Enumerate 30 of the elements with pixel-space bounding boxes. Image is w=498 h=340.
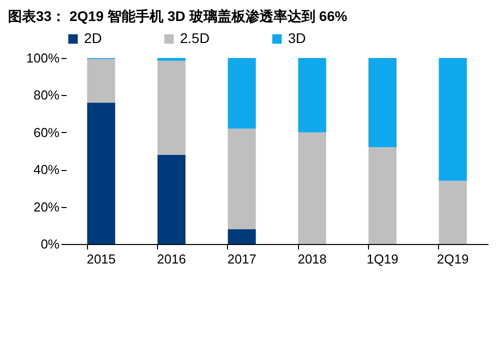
x-tick-label: 2015 bbox=[86, 252, 116, 266]
legend-label: 3D bbox=[288, 30, 306, 46]
legend-label: 2.5D bbox=[180, 30, 210, 46]
bar bbox=[368, 58, 396, 148]
y-tick-label: 0% bbox=[40, 236, 60, 252]
bar bbox=[158, 58, 186, 61]
legend-label: 2D bbox=[84, 30, 102, 46]
y-tick-label: 20% bbox=[33, 199, 60, 214]
bar bbox=[87, 58, 116, 103]
y-tick-label: 60% bbox=[33, 124, 60, 140]
y-tick-label: 80% bbox=[33, 88, 60, 103]
bar bbox=[158, 154, 186, 244]
y-tick-label: 100% bbox=[26, 50, 60, 66]
bar bbox=[228, 58, 256, 129]
bar bbox=[368, 147, 396, 244]
x-tick-label: 2017 bbox=[227, 252, 256, 266]
x-tick-label: 1Q19 bbox=[366, 252, 398, 266]
bar bbox=[87, 102, 116, 244]
chart-title: 图表33： 2Q19 智能手机 3D 玻璃盖板渗透率达到 66% bbox=[8, 8, 348, 24]
bar bbox=[228, 128, 256, 230]
y-tick-label: 40% bbox=[33, 162, 60, 178]
bar bbox=[438, 180, 467, 244]
x-tick-label: 2016 bbox=[157, 252, 186, 266]
x-tick-label: 2Q19 bbox=[436, 252, 469, 266]
bar bbox=[228, 229, 256, 244]
bar bbox=[298, 132, 326, 244]
bar bbox=[158, 60, 186, 155]
bar bbox=[298, 58, 326, 132]
x-tick-label: 2018 bbox=[298, 252, 327, 266]
bar bbox=[438, 58, 467, 181]
